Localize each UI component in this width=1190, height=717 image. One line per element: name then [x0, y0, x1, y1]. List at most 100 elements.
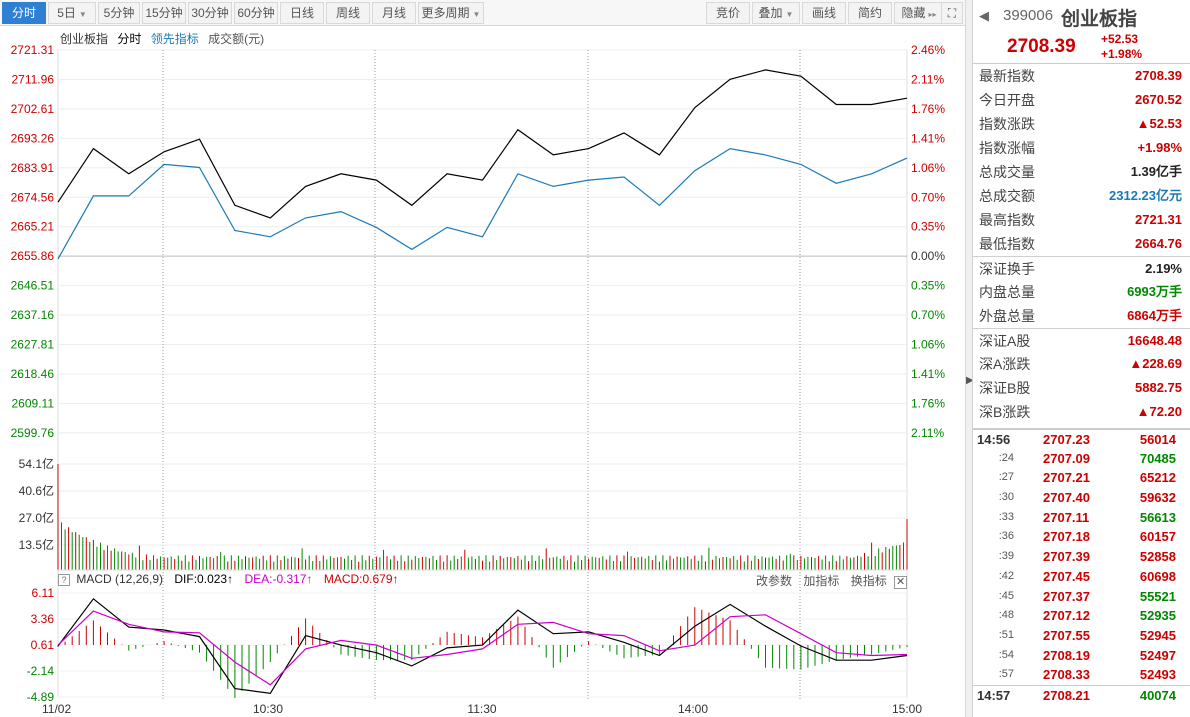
caret-down-icon: ▼ — [785, 10, 794, 19]
index-name: 创业板指 — [1061, 9, 1138, 30]
macd-legend: ? MACD (12,26,9) DIF:0.023↑ DEA:-0.317↑ … — [58, 572, 399, 586]
stat-label: 深B涨跌 — [979, 404, 1031, 420]
time-axis-label: 14:00 — [678, 702, 708, 716]
stat-value: ▲72.20 — [1136, 404, 1182, 419]
stat-label: 深A涨跌 — [979, 356, 1031, 372]
stat-value: 2664.76 — [1135, 236, 1182, 251]
legend-name: 创业板指 — [60, 32, 109, 46]
tick-price: 2708.21 — [1043, 687, 1090, 703]
tick-price: 2707.55 — [1043, 627, 1090, 643]
stat-value: +1.98% — [1137, 140, 1182, 155]
macd-tick-label: -4.89 — [27, 690, 55, 704]
index-change: +52.53 +1.98% — [1101, 32, 1142, 62]
index-price: 2708.39 — [1007, 36, 1076, 57]
pct-tick-label: 2.46% — [911, 43, 945, 57]
add-indicator-button[interactable]: 加指标 — [803, 574, 840, 588]
volume-tick-label: 54.1亿 — [19, 456, 54, 471]
tick-row: :54 2708.19 52497 — [973, 646, 1190, 666]
tick-volume: 70485 — [1139, 450, 1176, 466]
tick-row: :45 2707.37 55521 — [973, 587, 1190, 607]
period-tab-5[interactable]: 60分钟 — [234, 2, 278, 24]
period-tab-label: 60分钟 — [237, 6, 275, 20]
panel-splitter[interactable]: ▶ — [965, 0, 974, 717]
stat-row: 内盘总量 6993万手 — [973, 280, 1190, 304]
price-tick-label: 2609.11 — [12, 396, 55, 410]
tool-button-0[interactable]: 竞价 — [706, 2, 750, 24]
help-icon[interactable]: ? — [58, 574, 70, 586]
stat-row: 最低指数 2664.76 — [973, 232, 1190, 256]
pct-tick-label: 0.35% — [911, 279, 945, 293]
edit-params-button[interactable]: 改参数 — [756, 574, 793, 588]
period-tab-1[interactable]: 5日 ▼ — [48, 2, 96, 24]
legend-turnover: 成交额(元) — [208, 32, 265, 46]
dea-line — [57, 610, 908, 686]
period-tab-3[interactable]: 15分钟 — [142, 2, 186, 24]
tick-time: :36 — [998, 530, 1014, 543]
tool-button-2[interactable]: 画线 — [802, 2, 846, 24]
stat-label: 今日开盘 — [979, 92, 1035, 108]
stat-label: 内盘总量 — [979, 284, 1035, 300]
tool-button-3[interactable]: 简约 — [848, 2, 892, 24]
pct-tick-label: 0.70% — [911, 190, 945, 204]
fullscreen-icon[interactable]: ⛶ — [941, 2, 963, 24]
volume-frame — [57, 463, 908, 571]
tick-price: 2707.23 — [1043, 432, 1090, 447]
tick-volume: 65212 — [1139, 470, 1176, 486]
tick-price: 2707.09 — [1043, 450, 1090, 466]
tick-list[interactable]: 14:56 2707.23 56014:24 2707.09 70485:27 2707.… — [973, 428, 1190, 705]
price-tick-label: 2646.51 — [11, 279, 55, 293]
tick-row: 14:56 2707.23 56014 — [973, 429, 1190, 449]
stat-row: 外盘总量 6864万手 — [973, 304, 1190, 328]
switch-indicator-button[interactable]: 换指标 — [850, 574, 887, 588]
pct-tick-label: 0.35% — [911, 220, 945, 234]
tick-row: :39 2707.39 52858 — [973, 547, 1190, 567]
legend-lead[interactable]: 领先指标 — [150, 32, 199, 46]
stat-label: 深证A股 — [979, 333, 1031, 349]
macd-label[interactable]: MACD (12,26,9) — [76, 572, 164, 586]
tick-volume: 60157 — [1139, 529, 1176, 545]
stat-label: 最高指数 — [979, 212, 1035, 228]
chart-area: 2721.31 2.46% 2711.96 2.11% 2702.61 1.76% 2693… — [0, 27, 965, 717]
tool-button-label: 叠加 — [758, 6, 783, 20]
period-tab-label: 30分钟 — [191, 6, 229, 20]
stat-value: 5882.75 — [1135, 380, 1182, 395]
pct-tick-label: 2.11% — [911, 72, 944, 86]
collapse-arrow-icon[interactable]: ▶ — [966, 375, 974, 386]
period-tab-9[interactable]: 更多周期 ▼ — [418, 2, 484, 24]
tick-time: :24 — [998, 451, 1014, 464]
main-frame — [57, 49, 908, 465]
price-tick-label: 2674.56 — [11, 190, 55, 204]
tick-price: 2707.37 — [1043, 588, 1090, 604]
pct-tick-label: 1.76% — [911, 102, 945, 116]
period-tab-0[interactable]: 分时 — [2, 2, 46, 24]
period-tab-4[interactable]: 30分钟 — [188, 2, 232, 24]
time-axis-label: 10:30 — [253, 702, 283, 716]
close-icon[interactable]: ✕ — [894, 576, 908, 589]
macd-value: MACD:0.679 — [323, 572, 393, 586]
tick-price: 2707.21 — [1043, 470, 1090, 486]
price-tick-label: 2627.81 — [11, 338, 55, 352]
pct-tick-label: 1.41% — [911, 131, 945, 145]
tick-time: :30 — [998, 491, 1014, 504]
tick-price: 2708.33 — [1043, 667, 1090, 683]
period-tab-8[interactable]: 月线 — [372, 2, 416, 24]
tool-button-label: 画线 — [811, 6, 836, 20]
period-tab-7[interactable]: 周线 — [326, 2, 370, 24]
stat-label: 总成交量 — [979, 164, 1035, 180]
period-tab-2[interactable]: 5分钟 — [98, 2, 140, 24]
period-tab-6[interactable]: 日线 — [280, 2, 324, 24]
tool-button-1[interactable]: 叠加 ▼ — [752, 2, 800, 24]
tool-button-label: 简约 — [857, 6, 882, 20]
stat-row: 总成交量 1.39亿手 — [973, 160, 1190, 184]
tick-time: :39 — [998, 550, 1014, 563]
stat-row: 今日开盘 2670.52 — [973, 88, 1190, 112]
tick-volume: 59632 — [1139, 490, 1176, 506]
lead-line — [57, 147, 908, 260]
legend-mode: 分时 — [117, 32, 142, 46]
period-tab-label: 5分钟 — [103, 6, 135, 20]
stat-value: 2708.39 — [1135, 68, 1182, 83]
tick-volume: 52858 — [1139, 549, 1176, 565]
price-tick-label: 2637.16 — [11, 308, 55, 322]
prev-arrow-icon[interactable]: ◀ — [979, 8, 989, 23]
tool-button-4[interactable]: 隐藏 ▸▸ — [894, 2, 944, 24]
